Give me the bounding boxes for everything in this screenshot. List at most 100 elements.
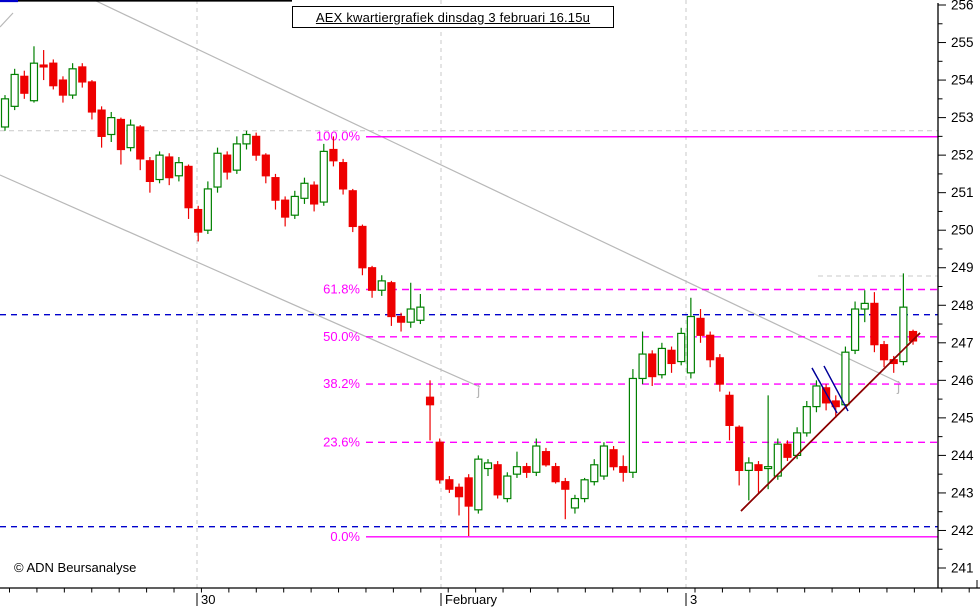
edge-stub <box>0 12 14 28</box>
candle-up <box>802 406 811 434</box>
candle-down <box>561 481 570 490</box>
candle-up <box>10 73 19 107</box>
candle-down <box>329 148 338 162</box>
candle-down <box>281 199 290 218</box>
fibonacci-label: 100.0% <box>316 129 361 144</box>
candle-down <box>619 466 628 473</box>
candle-up <box>512 466 522 475</box>
support-trendline-red-overlay <box>740 332 921 512</box>
candle-down <box>358 225 367 269</box>
y-axis-label: 251 <box>951 185 974 200</box>
fibonacci-label: 0.0% <box>330 529 360 544</box>
candle-up <box>242 133 251 145</box>
candle-down <box>252 135 261 156</box>
candle-down <box>435 441 444 481</box>
candle-up <box>483 462 493 470</box>
candle-up <box>532 445 541 473</box>
candle-down <box>879 344 889 361</box>
x-axis-label: 3 <box>690 592 697 607</box>
candle-up <box>68 68 77 96</box>
y-axis-label: 243 <box>951 485 974 500</box>
fibonacci-label: 50.0% <box>323 329 360 344</box>
candle-down <box>39 64 48 68</box>
candle-up <box>850 308 860 351</box>
candle-down <box>551 466 560 483</box>
candle-up <box>599 445 609 477</box>
candle-up <box>580 479 589 500</box>
candle-down <box>271 177 280 201</box>
y-axis-label: 255 <box>951 35 974 50</box>
candle-down <box>348 190 357 228</box>
candle-up <box>319 150 328 203</box>
channel-upper <box>93 0 901 384</box>
fibonacci-label: 23.6% <box>323 434 360 449</box>
candle-up <box>628 377 638 473</box>
candle-up <box>860 302 869 310</box>
x-axis-label: February <box>445 592 498 607</box>
candle-up <box>174 162 183 177</box>
candle-down <box>783 443 792 458</box>
candle-down <box>821 387 831 404</box>
y-axis-label: 254 <box>951 73 974 88</box>
candle-up <box>590 464 599 483</box>
candle-down <box>223 154 232 173</box>
candle-down <box>396 315 406 323</box>
candle-down <box>522 466 531 473</box>
candle-up <box>107 117 116 136</box>
candle-down <box>165 156 174 179</box>
candle-down <box>145 160 154 183</box>
candle-up <box>503 475 512 500</box>
candle-up <box>677 332 686 363</box>
trendline-end-mark: j <box>896 378 900 394</box>
candle-down <box>425 396 435 406</box>
chart-title: AEX kwartiergrafiek dinsdag 3 februari 1… <box>315 9 591 25</box>
candle-up <box>899 306 908 363</box>
candle-down <box>184 165 193 209</box>
candle-down <box>97 109 106 137</box>
candle-up <box>290 195 299 216</box>
y-axis-label: 245 <box>951 410 974 425</box>
candle-down <box>445 479 454 490</box>
y-axis-label: 246 <box>951 373 974 388</box>
candle-down <box>78 66 87 83</box>
x-axis-label: 30 <box>201 592 215 607</box>
candle-up <box>155 154 164 181</box>
y-axis-label: 253 <box>951 110 974 125</box>
y-axis-label: 249 <box>951 260 974 275</box>
candle-down <box>339 162 348 190</box>
candle-down <box>261 154 270 177</box>
flag-upper-overlay <box>811 367 838 414</box>
y-axis-label: 241 <box>951 561 974 576</box>
candle-up <box>570 497 580 509</box>
candle-up <box>203 188 212 231</box>
candle-up <box>0 98 10 128</box>
candle-down <box>310 184 319 205</box>
candle-down <box>387 282 396 318</box>
candle-down <box>194 208 203 233</box>
candle-down <box>667 349 676 365</box>
fibonacci-label: 61.8% <box>323 282 360 297</box>
channel-lower <box>0 174 481 388</box>
candle-down <box>20 75 29 94</box>
candle-down <box>715 357 724 385</box>
candle-down <box>754 464 763 472</box>
candle-down <box>609 449 618 468</box>
candle-up <box>474 458 483 511</box>
candle-down <box>493 464 502 496</box>
candle-up <box>657 347 666 376</box>
candle-up <box>126 124 135 149</box>
candle-up <box>812 385 821 408</box>
chart-title-box: AEX kwartiergrafiek dinsdag 3 februari 1… <box>292 6 614 28</box>
y-axis-label: 244 <box>951 448 974 463</box>
candle-up <box>686 315 695 374</box>
candle-up <box>841 351 850 406</box>
candle-up <box>773 443 782 477</box>
candle-down <box>367 267 377 291</box>
candle-down <box>735 426 744 472</box>
y-axis-label: 250 <box>951 223 974 238</box>
candle-up <box>416 306 425 321</box>
fibonacci-label: 38.2% <box>323 376 360 391</box>
candle-down <box>136 126 145 160</box>
y-axis-label: 256 <box>951 0 974 13</box>
